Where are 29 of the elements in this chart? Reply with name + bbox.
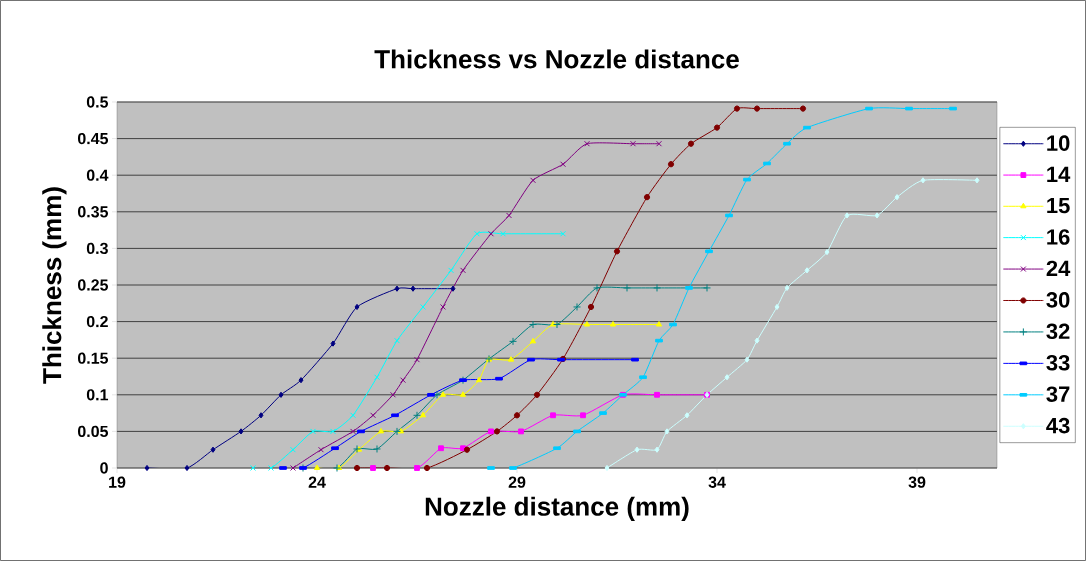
x-tick-label: 39 [908,476,926,488]
chart-title: Thickness vs Nozzle distance [374,49,739,69]
legend-label: 14 [1047,166,1071,182]
y-tick-label: 0 [100,462,108,474]
x-tick-label: 24 [308,476,326,488]
y-tick-label: 0.05 [77,425,109,438]
legend-label: 10 [1047,135,1070,151]
legend-label: 30 [1046,292,1070,308]
y-tick-label: 0.5 [86,96,109,108]
y-tick-label: 0.35 [77,206,109,218]
y-tick-label: 0.15 [77,352,109,364]
legend-label: 37 [1046,386,1070,402]
y-tick-label: 0.45 [77,132,109,145]
x-tick-label: 19 [109,476,126,488]
legend-label: 43 [1046,417,1070,434]
y-axis-title: Thickness (mm) [42,187,67,384]
x-tick-label: 34 [708,476,726,488]
legend-label: 33 [1046,354,1070,371]
legend-label: 24 [1046,260,1071,276]
legend-label: 32 [1046,323,1070,340]
x-tick-label: 29 [508,476,526,488]
legend-label: 15 [1047,197,1070,214]
y-tick-label: 0.1 [86,389,109,401]
y-tick-label: 0.2 [86,315,108,328]
x-axis-title: Nozzle distance (mm) [425,496,689,521]
y-tick-label: 0.4 [86,169,109,181]
legend-label: 16 [1047,229,1070,245]
y-tick-label: 0.25 [77,279,109,291]
y-tick-label: 0.3 [86,242,108,255]
